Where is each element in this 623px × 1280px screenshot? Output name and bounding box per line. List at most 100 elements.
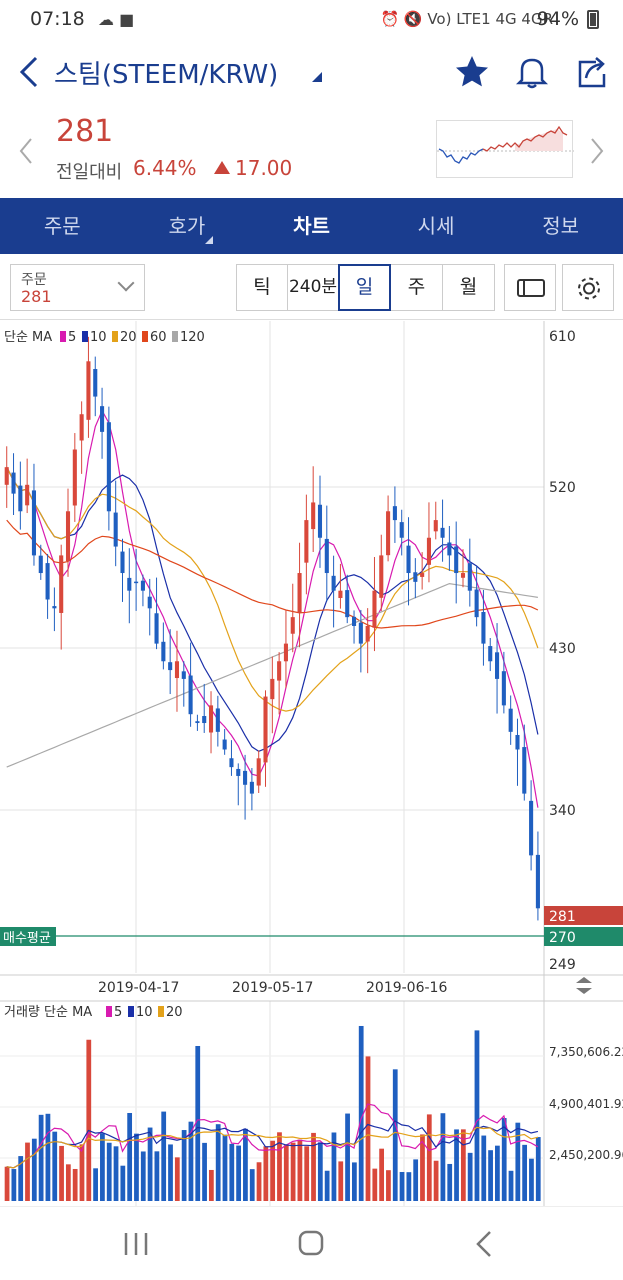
status-right-icons: ⏰ 🔇 Vo) LTE1 4G 4GR <box>380 10 553 28</box>
favorite-star-icon[interactable] <box>452 52 492 92</box>
system-nav-bar <box>0 1206 623 1280</box>
volume-bar <box>324 1170 330 1201</box>
volume-bar <box>263 1146 269 1201</box>
volume-bar <box>311 1132 316 1201</box>
candle-body <box>481 612 486 644</box>
tab-orderbook[interactable]: 호가 <box>125 198 250 254</box>
tab-order[interactable]: 주문 <box>43 214 81 238</box>
volume-bar <box>440 1113 446 1201</box>
volume-bar <box>351 1162 357 1201</box>
period-selector: 틱 240분 일 주 월 <box>236 264 495 311</box>
tab-market-price[interactable]: 시세 <box>417 214 455 238</box>
volume-bar <box>379 1148 385 1201</box>
legend-swatch-20 <box>112 331 118 342</box>
price-legend-prefix: 단순 MA <box>4 330 52 345</box>
candle-body <box>134 581 139 584</box>
change-percent: 6.44% <box>133 156 197 180</box>
candle-body <box>127 577 132 591</box>
back-icon[interactable] <box>12 52 46 92</box>
up-triangle-icon <box>214 161 230 174</box>
next-coin-icon[interactable] <box>589 136 605 173</box>
y-tick-610: 610 <box>549 329 576 345</box>
candle-body <box>65 511 71 562</box>
legend-swatch-10 <box>82 331 88 342</box>
section-tabs: 주문 호가 차트 시세 정보 <box>0 198 623 254</box>
volume-bar <box>515 1122 521 1201</box>
volume-bar <box>174 1157 180 1201</box>
period-tick-button[interactable]: 틱 <box>236 264 288 311</box>
y-tick-430: 430 <box>549 641 576 657</box>
order-select[interactable]: 주문 281 <box>10 264 145 311</box>
current-price: 281 <box>56 114 114 149</box>
recent-apps-icon[interactable] <box>106 1223 166 1265</box>
page-title[interactable]: 스팀(STEEM/KRW) <box>54 60 279 90</box>
period-month-button[interactable]: 월 <box>442 264 495 311</box>
resize-panels-icon[interactable] <box>576 977 592 994</box>
layout-toggle-button[interactable] <box>504 264 556 311</box>
home-icon[interactable] <box>281 1223 341 1265</box>
candlestick-chart[interactable]: 단순 MA 5 10 20 60 120 610 520 430 340 249 281… <box>0 321 623 1206</box>
volume-bar <box>256 1162 262 1201</box>
volume-bar <box>249 1169 255 1201</box>
vol-ma-line-20 <box>6 1126 539 1169</box>
period-240min-button[interactable]: 240분 <box>287 264 339 311</box>
prev-coin-icon[interactable] <box>18 136 34 173</box>
volume-bar <box>447 1163 453 1201</box>
candle-body <box>38 555 43 574</box>
candle-body <box>181 671 186 679</box>
volume-bar <box>488 1150 493 1201</box>
bell-icon[interactable] <box>512 52 552 92</box>
order-select-value: 281 <box>21 287 52 306</box>
volume-bar <box>120 1165 126 1201</box>
period-day-button[interactable]: 일 <box>338 264 391 311</box>
volume-bar <box>243 1128 248 1201</box>
tab-info[interactable]: 정보 <box>542 214 580 238</box>
candle-body <box>277 661 282 681</box>
change-label: 전일대비 <box>56 162 123 183</box>
volume-bar <box>420 1134 425 1201</box>
candle-body <box>263 696 268 763</box>
legend-label-20: 20 <box>166 1005 183 1020</box>
candle-body <box>392 506 397 521</box>
back-nav-icon[interactable] <box>456 1223 516 1265</box>
legend-label-10: 10 <box>136 1005 153 1020</box>
candle-body <box>467 563 472 591</box>
title-dropdown-icon[interactable] <box>312 72 322 82</box>
settings-button[interactable] <box>562 264 614 311</box>
candle-body <box>140 580 145 591</box>
candle-body <box>202 716 207 724</box>
legend-label-10: 10 <box>90 330 107 345</box>
ma-line-5 <box>6 409 539 808</box>
volume-bar <box>222 1134 228 1201</box>
candle-body <box>488 646 493 662</box>
current-price-tag-text: 281 <box>549 909 576 925</box>
volume-bar <box>508 1170 514 1201</box>
candle-body <box>256 758 261 786</box>
volume-bar <box>386 1170 391 1201</box>
status-left-icons: ☁ ■ <box>98 10 135 29</box>
legend-swatch-20 <box>158 1006 164 1017</box>
period-week-button[interactable]: 주 <box>390 264 443 311</box>
volume-bar <box>188 1121 194 1201</box>
volume-bar <box>93 1168 98 1201</box>
candle-body <box>147 596 152 609</box>
gear-icon <box>578 277 600 300</box>
mini-chart[interactable] <box>436 120 574 178</box>
candle-body <box>168 662 173 671</box>
candle-body <box>535 854 540 909</box>
volume-bar <box>208 1169 214 1201</box>
candle-body <box>460 573 466 578</box>
volume-bar <box>59 1145 64 1201</box>
tab-chart[interactable]: 차트 <box>293 214 330 238</box>
current-price-tag <box>544 906 623 925</box>
candle-body <box>474 589 479 618</box>
tab-orderbook-label: 호가 <box>168 214 206 238</box>
share-icon[interactable] <box>572 52 612 92</box>
volume-bar <box>345 1113 350 1201</box>
candle-body <box>4 467 9 485</box>
volume-bar <box>522 1144 528 1201</box>
volume-bar <box>134 1133 139 1201</box>
volume-bar <box>229 1143 235 1201</box>
status-bar: 07:18 ☁ ■ ⏰ 🔇 Vo) LTE1 4G 4GR 94% <box>0 0 623 38</box>
candle-body <box>522 747 527 794</box>
